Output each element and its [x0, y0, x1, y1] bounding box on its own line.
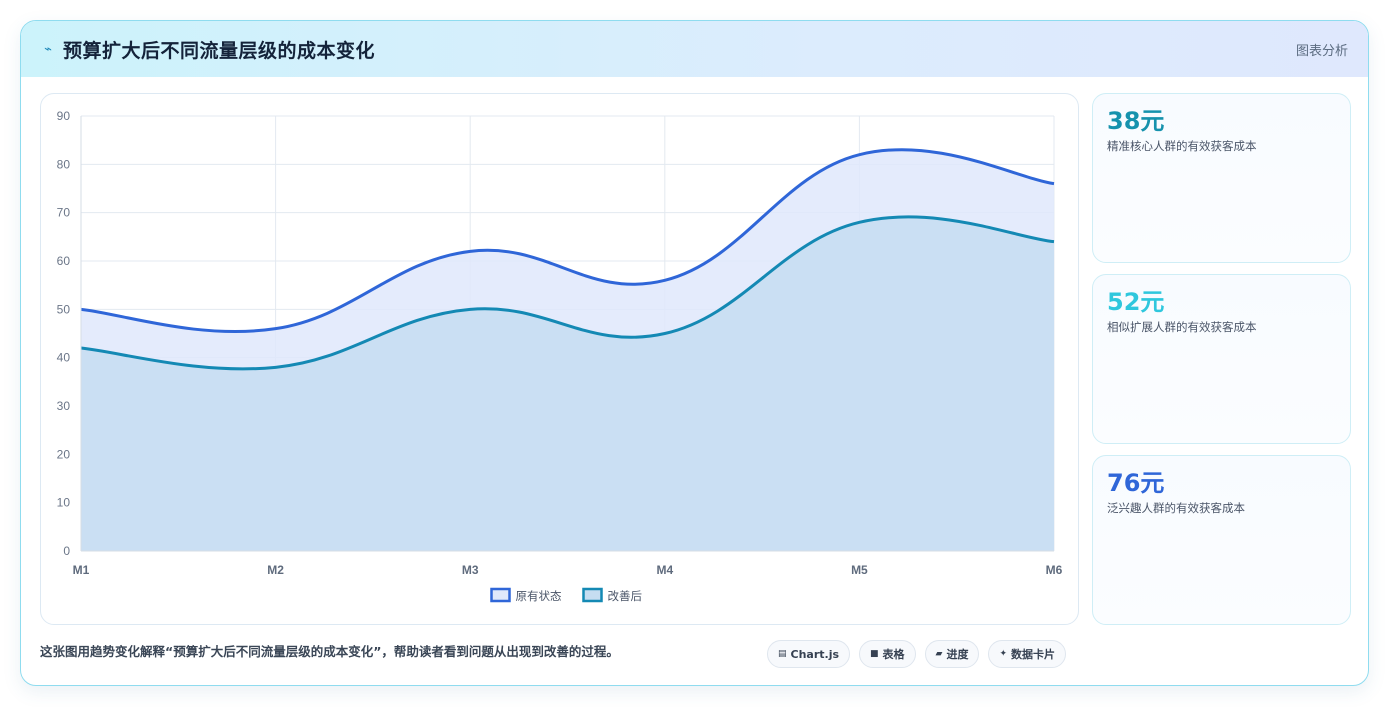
table-icon: ■ [870, 649, 879, 659]
pill-chartjs[interactable]: ▤ Chart.js [767, 640, 851, 668]
title-group: ⌁ 预算扩大后不同流量层级的成本变化 [41, 36, 375, 63]
y-tick-label: 20 [57, 447, 71, 461]
y-tick-label: 10 [57, 496, 71, 510]
pill-data-card[interactable]: ✦ 数据卡片 [988, 640, 1067, 668]
page-title: 预算扩大后不同流量层级的成本变化 [63, 39, 376, 62]
progress-icon: ▰ [935, 649, 943, 659]
series-area-1 [81, 216, 1054, 551]
y-tick-label: 60 [57, 254, 71, 268]
stat-value: 38元 [1107, 107, 1165, 135]
legend-swatch [490, 587, 511, 603]
chart-card: ⌁ 预算扩大后不同流量层级的成本变化 图表分析 0 10 20 30 40 50 60 70 8… [20, 20, 1369, 686]
series-line-0 [80, 148, 1055, 333]
legend-label: 改善后 [608, 589, 643, 603]
x-tick-label: M3 [462, 563, 479, 577]
chart-panel: 0 10 20 30 40 50 60 70 80 90 M1 M2 M3 M4 M5 M6 原有状态 改善后 [40, 93, 1079, 625]
tag-pills: ▤ Chart.js ■ 表格 ▰ 进度 ✦ 数据卡片 [767, 640, 1067, 668]
trend-line-icon: ⌁ [44, 41, 52, 57]
stat-label: 相似扩展人群的有效获客成本 [1107, 320, 1257, 334]
stat-card-lookalike: 52元 相似扩展人群的有效获客成本 [1092, 274, 1351, 444]
x-tick-label: M4 [656, 563, 673, 577]
series-line-1 [80, 215, 1055, 371]
area-chart: 0 10 20 30 40 50 60 70 80 90 M1 M2 M3 M4 M5 M6 原有状态 改善后 [57, 109, 1063, 603]
x-tick-label: M2 [267, 563, 284, 577]
chart-analysis-label[interactable]: 图表分析 [1295, 43, 1348, 59]
stat-value: 52元 [1107, 288, 1165, 316]
y-tick-label: 0 [63, 544, 70, 558]
y-tick-label: 50 [57, 302, 71, 316]
pill-label: Chart.js [790, 647, 840, 661]
stat-card-core: 38元 精准核心人群的有效获客成本 [1092, 93, 1351, 263]
pill-label: 数据卡片 [1011, 648, 1056, 661]
pill-progress[interactable]: ▰ 进度 [924, 640, 980, 668]
x-tick-label: M6 [1046, 563, 1063, 577]
stat-label: 精准核心人群的有效获客成本 [1107, 139, 1257, 153]
x-tick-label: M1 [73, 563, 90, 577]
y-tick-label: 30 [57, 399, 71, 413]
y-tick-label: 40 [57, 351, 71, 365]
chart-description: 这张图用趋势变化解释“预算扩大后不同流量层级的成本变化”，帮助读者看到问题从出现… [40, 644, 619, 659]
y-tick-label: 70 [57, 206, 71, 220]
sparkle-icon: ✦ [999, 649, 1008, 659]
legend-swatch [582, 587, 603, 603]
x-tick-label: M5 [851, 563, 868, 577]
pill-label: 进度 [946, 648, 969, 661]
stat-card-broad: 76元 泛兴趣人群的有效获客成本 [1092, 455, 1351, 625]
y-tick-label: 80 [57, 157, 71, 171]
pill-label: 表格 [882, 648, 905, 661]
stat-value: 76元 [1107, 469, 1165, 497]
pill-table[interactable]: ■ 表格 [859, 640, 916, 668]
card-header: ⌁ 预算扩大后不同流量层级的成本变化 图表分析 [21, 21, 1368, 77]
y-tick-label: 90 [57, 109, 71, 123]
stat-label: 泛兴趣人群的有效获客成本 [1107, 501, 1245, 515]
chart-icon: ▤ [778, 649, 787, 659]
legend-label: 原有状态 [516, 589, 562, 603]
